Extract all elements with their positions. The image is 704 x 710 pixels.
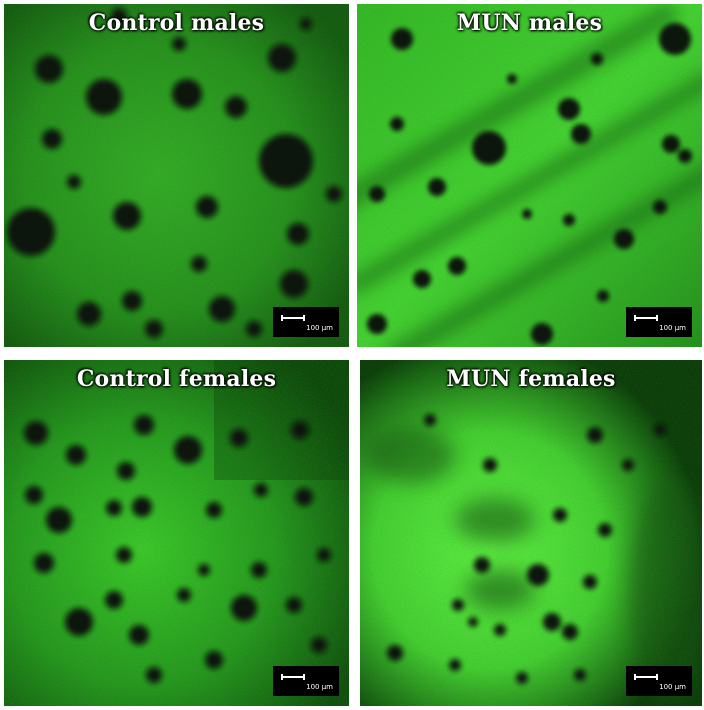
micrograph-control-males [4,4,349,347]
scale-bar-label: 100 µm [306,683,333,691]
scale-bar: 100 µm [626,666,692,696]
scale-bar-label: 100 µm [659,324,686,332]
scale-bar-icon [281,674,305,680]
panel-mun-males: MUN males 100 µm [357,4,702,347]
scale-bar-icon [634,315,658,321]
scale-bar: 100 µm [273,307,339,337]
scale-bar-label: 100 µm [306,324,333,332]
micrograph-mun-females [360,360,702,706]
micrograph-mun-males [357,4,702,347]
scale-bar-icon [634,674,658,680]
panel-control-males: Control males 100 µm [4,4,349,347]
scale-bar: 100 µm [626,307,692,337]
panel-control-females: Control females 100 µm [4,360,349,706]
scale-bar-label: 100 µm [659,683,686,691]
scale-bar: 100 µm [273,666,339,696]
micrograph-control-females [4,360,349,706]
scale-bar-icon [281,315,305,321]
panel-mun-females: MUN females 100 µm [360,360,702,706]
